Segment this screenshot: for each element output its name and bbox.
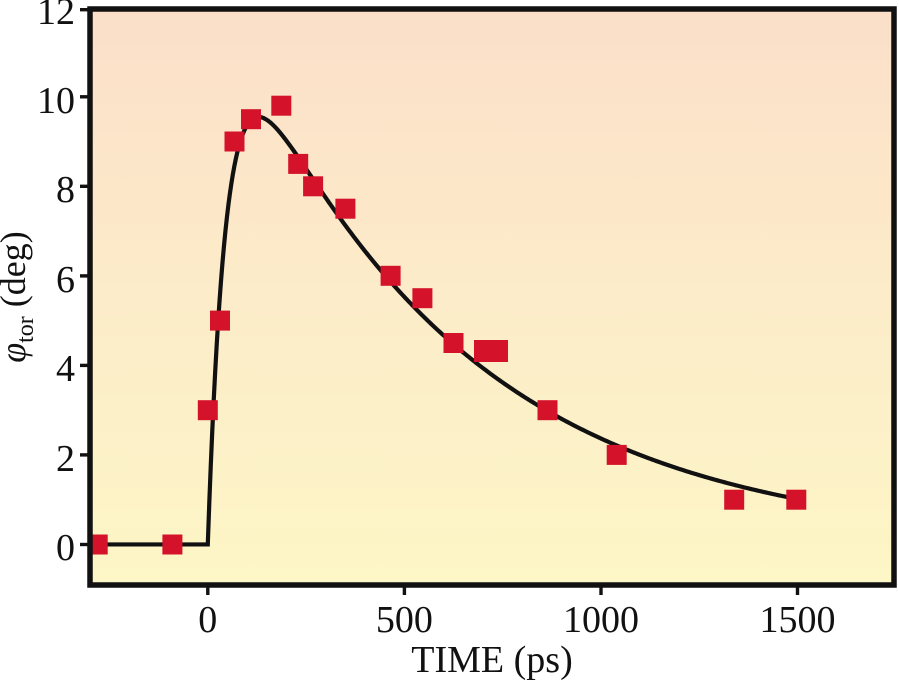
svg-text:8: 8 — [56, 169, 75, 211]
svg-text:TIME (ps): TIME (ps) — [411, 639, 572, 681]
svg-text:12: 12 — [37, 0, 75, 33]
svg-text:4: 4 — [56, 348, 75, 390]
svg-text:2: 2 — [56, 438, 75, 480]
svg-text:0: 0 — [198, 599, 217, 641]
svg-text:1500: 1500 — [760, 599, 836, 641]
svg-text:0: 0 — [56, 527, 75, 569]
svg-text:6: 6 — [56, 259, 75, 301]
svg-text:500: 500 — [376, 599, 433, 641]
svg-text:10: 10 — [37, 80, 75, 122]
svg-text:1000: 1000 — [563, 599, 639, 641]
